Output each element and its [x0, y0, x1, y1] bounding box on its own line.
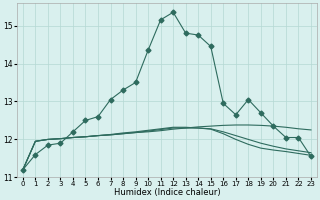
- X-axis label: Humidex (Indice chaleur): Humidex (Indice chaleur): [114, 188, 220, 197]
